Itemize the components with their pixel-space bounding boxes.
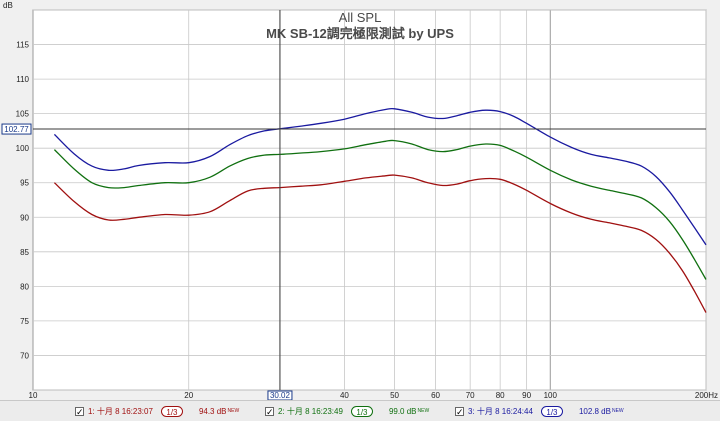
y-tick-label: 100 (16, 144, 30, 153)
cursor-y-readout: 102.77 (4, 125, 29, 134)
chart-subtitle: MK SB-12調完極限測試 by UPS (266, 26, 454, 41)
series-layer (53, 107, 707, 313)
series-1-name: 1: 十月 8 16:23:07 (88, 406, 153, 416)
y-axis-unit-label: dB (3, 1, 13, 10)
series-2-name: 2: 十月 8 16:23:49 (278, 406, 343, 416)
x-tick-label: 40 (340, 391, 349, 400)
series-1-checkbox[interactable]: ✓ (75, 406, 84, 417)
y-tick-label: 75 (20, 317, 29, 326)
series-1-smoothing-button[interactable]: 1/3 (160, 405, 183, 417)
x-tick-label: 90 (522, 391, 531, 400)
x-tick-label: 60 (431, 391, 440, 400)
cursor-x-readout-box (267, 390, 293, 400)
legend-item-3[interactable]: ✓ 3: 十月 8 16:24:44 1/3 102.8 dB NEW (455, 404, 624, 418)
series-1-new-tag: NEW (227, 408, 240, 414)
cursor-y-readout-box (1, 123, 32, 135)
y-tick-label: 90 (20, 213, 29, 222)
series-2-new-tag: NEW (417, 408, 430, 414)
series-3-new-tag: NEW (611, 408, 624, 414)
x-tick-label: 80 (496, 391, 505, 400)
x-tick-label: 10 (29, 391, 38, 400)
series-3-level: 102.8 dB (578, 406, 611, 416)
grid-layer (32, 9, 707, 391)
legend-item-1[interactable]: ✓ 1: 十月 8 16:23:07 1/3 94.3 dB NEW (75, 404, 239, 418)
series-2-line (53, 139, 707, 280)
legend-bar: ✓ 1: 十月 8 16:23:07 1/3 94.3 dB NEW ✓ 2: 十… (0, 400, 720, 421)
y-tick-label: 85 (20, 248, 29, 257)
series-3-name: 3: 十月 8 16:24:44 (468, 406, 533, 416)
x-tick-label: 20 (184, 391, 193, 400)
series-2-level: 99.0 dB (388, 406, 417, 416)
legend-item-2[interactable]: ✓ 2: 十月 8 16:23:49 1/3 99.0 dB NEW (265, 404, 429, 418)
series-3-line (53, 107, 707, 246)
cursor-x-readout: 30.02 (270, 391, 291, 400)
chart-title: All SPL (339, 10, 382, 25)
y-tick-label: 70 (20, 351, 29, 360)
x-tick-label: 70 (466, 391, 475, 400)
series-1-level: 94.3 dB (198, 406, 227, 416)
series-3-smoothing-button[interactable]: 1/3 (540, 405, 563, 417)
y-tick-label: 80 (20, 282, 29, 291)
series-2-checkbox[interactable]: ✓ (265, 406, 274, 417)
y-tick-label: 110 (16, 75, 29, 84)
series-3-checkbox[interactable]: ✓ (455, 406, 464, 417)
x-tick-label: 100 (544, 391, 558, 400)
series-1-line (53, 174, 707, 313)
cursor-layer: 30.02 102.77 (1, 10, 706, 400)
series-2-smoothing-button[interactable]: 1/3 (350, 405, 373, 417)
x-tick-label: 50 (390, 391, 399, 400)
y-tick-label: 115 (16, 41, 29, 50)
y-tick-label: 95 (20, 179, 29, 188)
plot-area[interactable] (32, 9, 707, 391)
x-tick-label: 200Hz (695, 391, 718, 400)
tick-label-layer: 70 75 80 85 90 95 100 105 110 115 10 20 40 50 60 70 80 90… (16, 41, 718, 400)
y-tick-label: 105 (16, 110, 30, 119)
